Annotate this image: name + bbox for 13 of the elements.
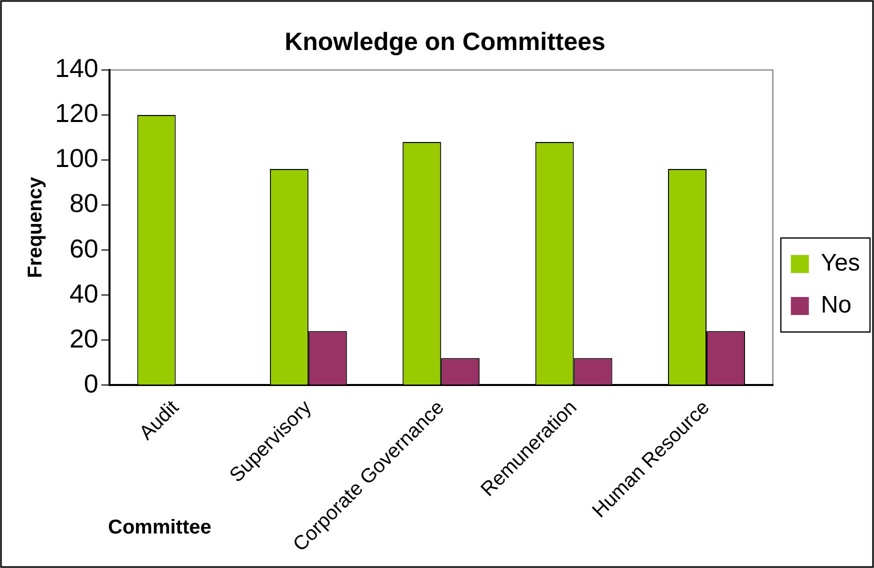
y-tick-label: 120 — [54, 98, 98, 128]
y-tick-label: 80 — [69, 188, 98, 218]
x-axis-title: Committee — [108, 516, 212, 539]
y-tick-label: 140 — [54, 53, 98, 84]
y-tick-label: 60 — [69, 233, 98, 264]
legend-label: No — [820, 292, 852, 319]
y-tick-label: 40 — [69, 278, 98, 308]
legend-label: Yes — [820, 250, 860, 277]
y-tick-label: 100 — [54, 143, 98, 174]
y-tick-label: 20 — [69, 323, 98, 354]
chart-title: Knowledge on Committees — [284, 28, 606, 56]
y-axis-title: Frequency — [24, 176, 47, 278]
y-tick-label: 0 — [84, 368, 98, 398]
